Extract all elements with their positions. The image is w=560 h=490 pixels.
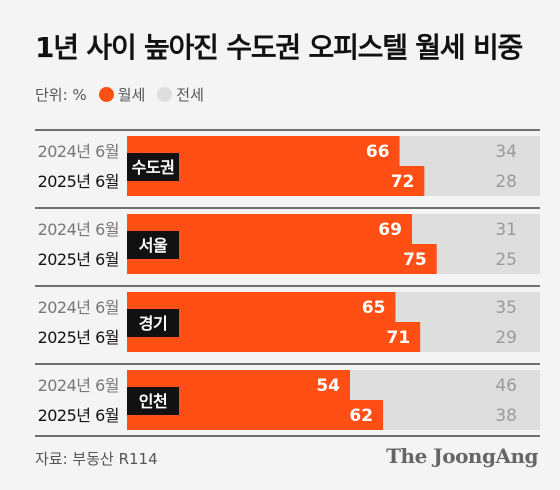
legend: 단위: % 월세 전세 (35, 84, 204, 105)
value-label-monthly: 54 (316, 376, 340, 396)
bar-jeonse (411, 214, 540, 244)
chart-title: 1년 사이 높아진 수도권 오피스텔 월세 비중 (35, 31, 523, 64)
publisher-logo: The JoongAng (386, 444, 538, 468)
region-label: 경기 (139, 314, 167, 333)
bar-jeonse (395, 292, 540, 322)
region-badge (127, 153, 179, 181)
region-badge (127, 309, 179, 337)
value-label-jeonse: 34 (495, 142, 517, 162)
row-label: 2025년 6월 (38, 328, 119, 347)
bar-jeonse (436, 244, 540, 274)
region-badge (127, 387, 179, 415)
value-label-monthly: 69 (378, 220, 402, 240)
row-label: 2024년 6월 (38, 220, 119, 239)
region-label: 서울 (139, 236, 168, 255)
bar-jeonse (350, 370, 540, 400)
value-label-jeonse: 35 (495, 298, 517, 318)
region-label: 수도권 (132, 158, 175, 177)
legend-label-jeonse: 전세 (176, 86, 204, 104)
legend-swatch-jeonse (157, 87, 173, 102)
value-label-jeonse: 38 (495, 406, 517, 426)
row-label: 2024년 6월 (38, 376, 119, 395)
legend-label-monthly: 월세 (117, 86, 146, 104)
unit-label: 단위: % (35, 86, 87, 104)
bar-jeonse (424, 166, 540, 196)
legend-swatch-monthly (98, 87, 114, 102)
value-label-jeonse: 28 (495, 172, 517, 192)
row-label: 2024년 6월 (38, 298, 119, 317)
value-label-jeonse: 31 (495, 220, 517, 240)
value-label-monthly: 72 (391, 172, 415, 192)
value-label-monthly: 66 (366, 142, 390, 162)
region-badge (127, 231, 179, 259)
value-label-jeonse: 46 (495, 376, 517, 396)
bar-jeonse (420, 322, 540, 352)
value-label-monthly: 65 (362, 298, 386, 318)
row-label: 2025년 6월 (38, 406, 119, 425)
row-label: 2025년 6월 (38, 172, 119, 191)
value-label-monthly: 71 (387, 328, 411, 348)
row-label: 2024년 6월 (38, 142, 119, 161)
value-label-jeonse: 25 (495, 250, 517, 270)
value-label-monthly: 62 (349, 406, 373, 426)
source-note: 자료: 부동산 R114 (35, 450, 158, 468)
bar-jeonse (383, 400, 540, 430)
value-label-jeonse: 29 (495, 328, 517, 348)
bar-jeonse (399, 136, 540, 166)
row-label: 2025년 6월 (38, 250, 119, 269)
value-label-monthly: 75 (403, 250, 427, 270)
region-label: 인천 (139, 392, 167, 411)
